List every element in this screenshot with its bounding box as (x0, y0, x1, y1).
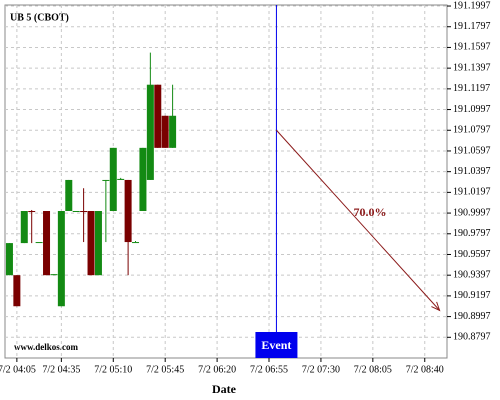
y-tick-label: 191.0797 (453, 125, 491, 136)
projection-arrowhead (431, 301, 441, 312)
candle-body (132, 242, 140, 244)
candle-body (102, 179, 110, 181)
candle-body (13, 275, 21, 307)
candle-body (94, 211, 102, 276)
event-label: Event (261, 338, 291, 352)
chart-title: UB 5 (CBOT) (10, 12, 69, 23)
y-tick-label: 190.9997 (453, 207, 491, 218)
y-tick-label: 191.0597 (453, 145, 491, 156)
candle-body (161, 115, 169, 148)
candle-body (109, 147, 117, 212)
candle-body (87, 211, 95, 276)
candle-body (154, 84, 162, 148)
candle-body (139, 147, 147, 212)
x-axis-title: Date (212, 382, 237, 396)
x-tick-label: 7/2 08:40 (406, 364, 444, 375)
y-tick-label: 191.0197 (453, 187, 491, 198)
x-tick-label: 7/2 08:05 (354, 364, 392, 375)
y-tick-label: 190.9197 (453, 290, 491, 301)
y-tick-label: 191.1997 (453, 0, 491, 11)
y-tick-label: 191.0997 (453, 104, 491, 115)
candle-body (57, 211, 65, 307)
candle-body (80, 211, 88, 213)
candle-body (124, 179, 132, 243)
candle-body (65, 179, 73, 212)
candle-body (146, 84, 154, 180)
y-tick-label: 190.9397 (453, 269, 491, 280)
candle-body (20, 211, 28, 244)
x-tick-label: 7/2 05:10 (94, 364, 132, 375)
watermark: www.delkos.com (14, 342, 79, 352)
x-tick-label: 7/2 06:20 (198, 364, 236, 375)
x-tick-label: 7/2 07:30 (302, 364, 340, 375)
y-tick-label: 190.9797 (453, 228, 491, 239)
candle-body (117, 178, 125, 180)
candle-body (43, 211, 51, 276)
y-tick-label: 191.0397 (453, 166, 491, 177)
x-tick-label: 7/2 04:05 (0, 364, 36, 375)
y-tick-label: 190.8797 (453, 332, 491, 343)
y-tick-label: 191.1797 (453, 21, 491, 32)
candle-body (35, 242, 43, 244)
y-tick-label: 191.1597 (453, 42, 491, 53)
event-box (255, 332, 298, 358)
x-tick-label: 7/2 04:35 (42, 364, 80, 375)
projection-label: 70.0% (354, 205, 387, 219)
x-tick-label: 7/2 06:55 (250, 364, 288, 375)
candle-body (5, 243, 13, 276)
candle-body (72, 211, 80, 213)
y-tick-label: 191.1197 (453, 83, 490, 94)
candle-body (50, 274, 58, 276)
candle-body (169, 115, 177, 148)
projection-line (276, 129, 440, 311)
y-tick-label: 191.1397 (453, 62, 491, 73)
candle-body (28, 211, 36, 213)
x-tick-label: 7/2 05:45 (146, 364, 184, 375)
y-tick-label: 190.8997 (453, 311, 491, 322)
y-tick-label: 190.9597 (453, 249, 491, 260)
